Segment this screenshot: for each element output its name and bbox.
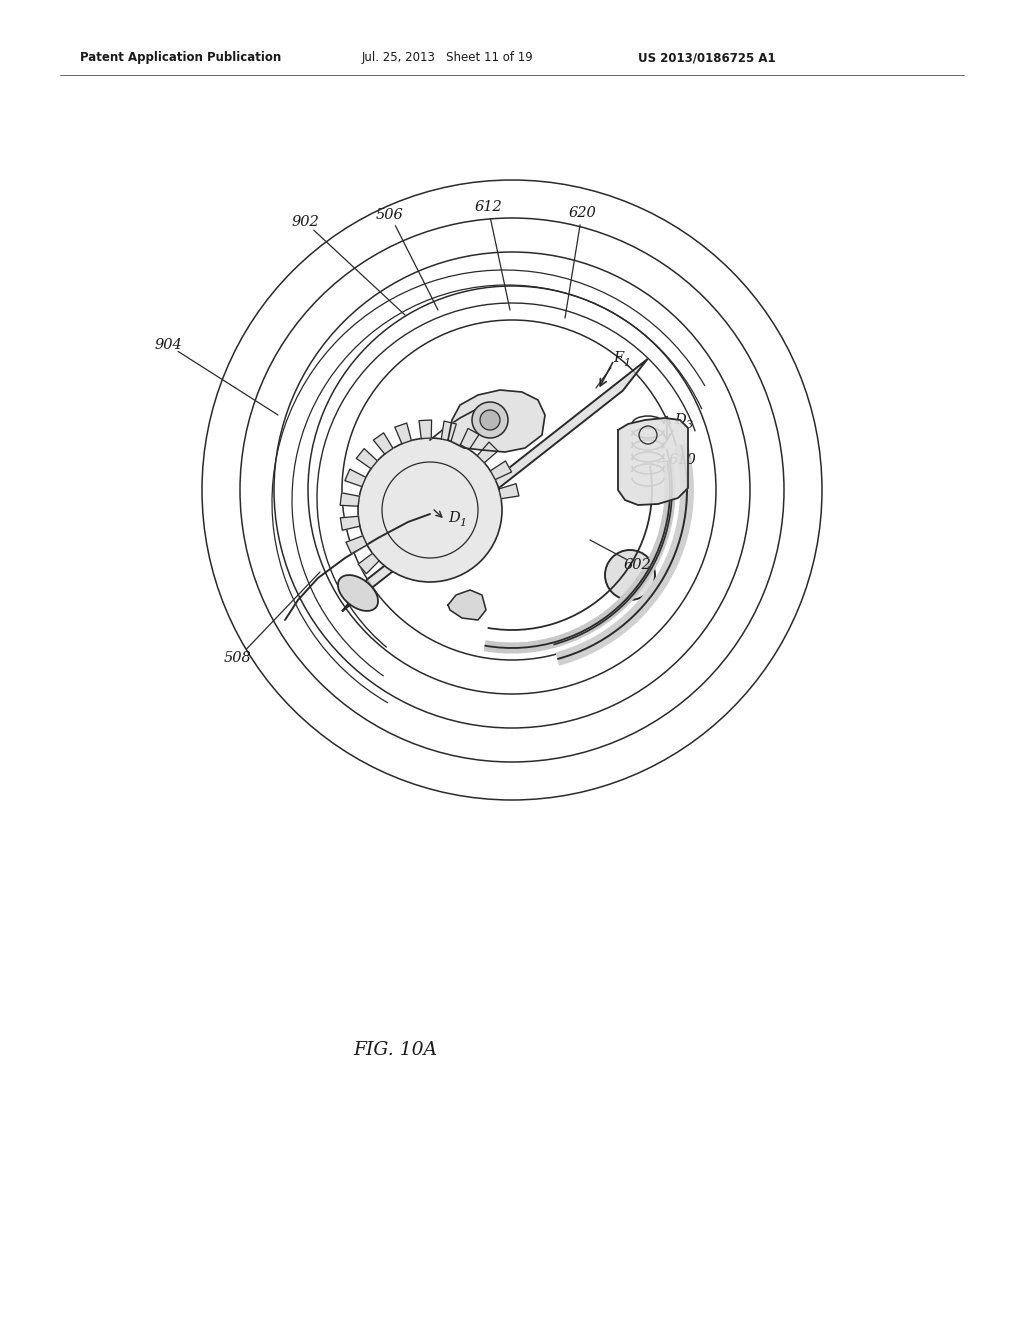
Polygon shape	[358, 553, 379, 574]
Text: US 2013/0186725 A1: US 2013/0186725 A1	[638, 51, 775, 65]
Text: 620: 620	[568, 206, 596, 220]
Text: FIG. 10A: FIG. 10A	[353, 1041, 437, 1059]
Text: F: F	[613, 351, 623, 366]
Polygon shape	[345, 469, 366, 487]
Polygon shape	[374, 433, 393, 454]
Polygon shape	[490, 461, 512, 479]
Text: 904: 904	[155, 338, 182, 352]
Polygon shape	[340, 516, 359, 531]
Text: 902: 902	[291, 215, 318, 228]
Circle shape	[472, 403, 508, 438]
Circle shape	[605, 550, 655, 601]
Polygon shape	[449, 590, 486, 620]
Text: 1: 1	[624, 358, 631, 368]
Text: Jul. 25, 2013   Sheet 11 of 19: Jul. 25, 2013 Sheet 11 of 19	[362, 51, 534, 65]
Text: 3: 3	[685, 420, 692, 430]
Polygon shape	[461, 429, 479, 450]
Polygon shape	[441, 421, 457, 441]
Text: 602: 602	[624, 558, 651, 572]
Text: 506: 506	[376, 209, 403, 222]
Circle shape	[358, 438, 502, 582]
Polygon shape	[343, 359, 647, 611]
Circle shape	[480, 411, 500, 430]
Polygon shape	[395, 424, 412, 444]
Polygon shape	[477, 442, 498, 463]
Text: Patent Application Publication: Patent Application Publication	[80, 51, 282, 65]
Polygon shape	[419, 420, 431, 438]
Polygon shape	[499, 483, 519, 499]
Text: 612: 612	[474, 201, 502, 214]
Text: D: D	[449, 511, 460, 525]
Polygon shape	[618, 418, 688, 506]
Text: 610: 610	[668, 453, 696, 467]
Ellipse shape	[338, 576, 378, 611]
Text: D: D	[674, 413, 686, 426]
Polygon shape	[356, 449, 377, 469]
Text: 1: 1	[460, 517, 467, 528]
Text: 508: 508	[224, 651, 252, 665]
Polygon shape	[340, 492, 359, 507]
Polygon shape	[449, 389, 545, 451]
Polygon shape	[346, 536, 367, 553]
